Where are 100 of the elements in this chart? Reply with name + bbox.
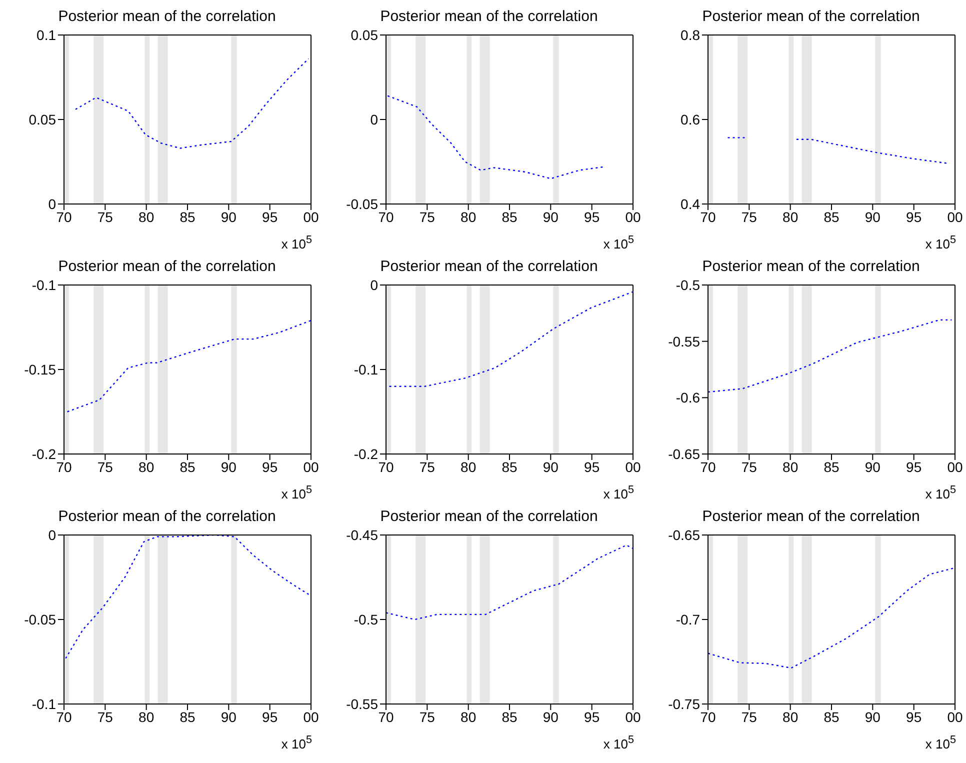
line-series	[74, 58, 310, 149]
x-tick-label: 95	[906, 208, 922, 225]
x-tick-label: 90	[864, 458, 881, 475]
chart-title: Posterior mean of the correlation	[701, 258, 921, 277]
line-series	[66, 320, 311, 412]
y-tick-label: -0.55	[346, 696, 378, 712]
y-tick-label: -0.1	[32, 696, 56, 712]
y-tick-label: -0.05	[346, 196, 378, 212]
x-tick-label: 90	[864, 708, 881, 725]
x-tick-label: 00	[625, 208, 641, 225]
x-tick-label: 85	[180, 208, 196, 225]
x-tick-label: 70	[56, 208, 72, 225]
y-tick-label: -0.1	[32, 276, 56, 293]
y-tick-label: -0.2	[354, 446, 378, 462]
y-tick-label: -0.05	[24, 611, 56, 628]
line-series	[388, 291, 633, 387]
x-tick-label: 85	[824, 708, 840, 725]
y-tick-label: -0.7	[676, 611, 700, 628]
x-tick-label: 95	[262, 708, 278, 725]
text: x 10$^{5}$	[281, 734, 312, 752]
x-tick-label: 70	[700, 208, 716, 225]
x-tick-label: 75	[419, 708, 436, 725]
y-tick-label: 0.05	[350, 26, 378, 43]
y-tick-label: 0.05	[28, 111, 56, 128]
chart-title: Posterior mean of the correlation	[57, 8, 277, 27]
x-tick-label: 00	[625, 458, 641, 475]
x-tick-label: 95	[584, 208, 600, 225]
x-tick-label: 90	[220, 458, 237, 475]
x-tick-label: 85	[502, 708, 518, 725]
x-tick-label: 70	[378, 208, 394, 225]
x-tick-label: 80	[782, 458, 798, 475]
x-tick-label: 80	[460, 708, 476, 725]
x-tick-label: 90	[220, 208, 237, 225]
x-tick-label: 95	[584, 458, 600, 475]
y-tick-label: -0.6	[676, 390, 700, 406]
text: x 10$^{5}$	[603, 484, 634, 502]
text: x 10$^{5}$	[281, 484, 312, 502]
x-tick-label: 90	[542, 208, 559, 225]
text: x 10$^{5}$	[281, 234, 312, 252]
y-tick-label: 0.1	[36, 26, 56, 43]
x-tick-label: 70	[56, 708, 72, 725]
x-tick-label: 80	[782, 208, 798, 225]
y-tick-label: -0.75	[668, 696, 700, 712]
text: x 10$^{5}$	[603, 234, 634, 252]
text: x 10$^{5}$	[925, 484, 956, 502]
line-series	[708, 567, 955, 669]
y-tick-label: 0	[370, 111, 378, 128]
x-tick-label: 00	[303, 208, 319, 225]
x-tick-label: 95	[906, 458, 922, 475]
x-tick-label: 00	[947, 208, 963, 225]
y-tick-label: -0.5	[354, 611, 378, 628]
x-tick-label: 75	[419, 208, 436, 225]
x-tick-label: 75	[97, 458, 114, 475]
x-tick-label: 80	[138, 708, 154, 725]
x-tick-label: 00	[625, 708, 641, 725]
x-tick-label: 75	[741, 708, 758, 725]
x-tick-label: 70	[56, 458, 72, 475]
x-tick-label: 75	[97, 708, 114, 725]
x-tick-label: 95	[584, 708, 600, 725]
chart-title: Posterior mean of the correlation	[379, 258, 599, 277]
x-tick-label: 90	[220, 708, 237, 725]
chart-title: Posterior mean of the correlation	[57, 508, 277, 527]
y-tick-label: 0.8	[680, 26, 700, 43]
chart-title: Posterior mean of the correlation	[701, 508, 921, 527]
line-series	[708, 319, 952, 393]
y-tick-label: -0.5	[676, 276, 700, 293]
x-tick-label: 90	[542, 708, 559, 725]
x-tick-label: 00	[947, 708, 963, 725]
y-tick-label: -0.15	[24, 361, 56, 378]
y-tick-label: -0.65	[668, 446, 700, 462]
x-tick-label: 85	[824, 458, 840, 475]
line-series	[386, 544, 633, 620]
x-tick-label: 70	[700, 708, 716, 725]
x-tick-label: 90	[542, 458, 559, 475]
text: x 10$^{5}$	[603, 734, 634, 752]
x-tick-label: 80	[138, 208, 154, 225]
chart-title: Posterior mean of the correlation	[379, 508, 599, 527]
y-tick-label: -0.1	[354, 361, 378, 378]
y-tick-label: -0.55	[668, 333, 700, 350]
x-tick-label: 75	[97, 208, 114, 225]
x-tick-label: 00	[303, 458, 319, 475]
x-tick-label: 75	[419, 458, 436, 475]
x-tick-label: 85	[180, 708, 196, 725]
y-tick-label: 0	[370, 276, 378, 293]
x-tick-label: 70	[700, 458, 716, 475]
y-tick-label: 0.4	[680, 196, 700, 212]
x-tick-label: 80	[460, 208, 476, 225]
x-tick-label: 70	[378, 458, 394, 475]
x-tick-label: 80	[782, 708, 798, 725]
chart-title: Posterior mean of the correlation	[57, 258, 277, 277]
chart-title: Posterior mean of the correlation	[701, 8, 921, 27]
x-tick-label: 00	[947, 458, 963, 475]
x-tick-label: 95	[906, 708, 922, 725]
y-tick-label: -0.65	[668, 526, 700, 543]
x-tick-label: 85	[180, 458, 196, 475]
y-tick-label: -0.45	[346, 526, 378, 543]
x-tick-label: 85	[502, 458, 518, 475]
x-tick-label: 85	[502, 208, 518, 225]
y-tick-label: 0	[48, 526, 56, 543]
x-tick-label: 95	[262, 208, 278, 225]
